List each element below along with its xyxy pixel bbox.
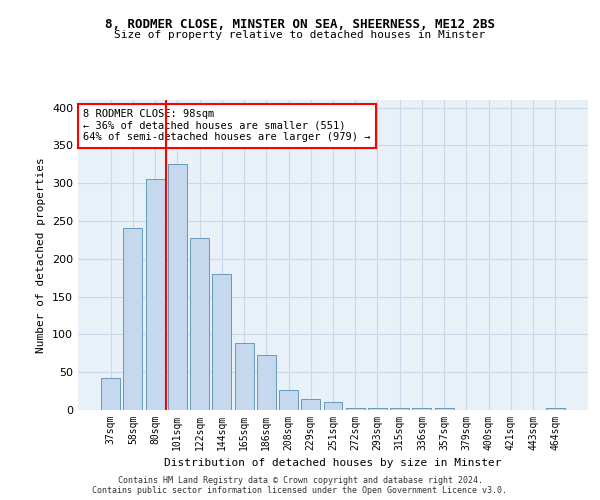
X-axis label: Distribution of detached houses by size in Minster: Distribution of detached houses by size …: [164, 458, 502, 468]
Bar: [323, 402, 343, 410]
Bar: [146, 180, 164, 410]
Bar: [235, 342, 254, 410]
Y-axis label: Number of detached properties: Number of detached properties: [37, 157, 46, 353]
Bar: [435, 408, 454, 410]
Text: Size of property relative to detached houses in Minster: Size of property relative to detached ho…: [115, 30, 485, 40]
Text: 8 RODMER CLOSE: 98sqm
← 36% of detached houses are smaller (551)
64% of semi-det: 8 RODMER CLOSE: 98sqm ← 36% of detached …: [83, 110, 371, 142]
Bar: [124, 228, 142, 410]
Bar: [257, 355, 276, 410]
Text: Contains HM Land Registry data © Crown copyright and database right 2024.
Contai: Contains HM Land Registry data © Crown c…: [92, 476, 508, 495]
Bar: [301, 398, 320, 410]
Bar: [279, 390, 298, 410]
Bar: [368, 408, 387, 410]
Text: 8, RODMER CLOSE, MINSTER ON SEA, SHEERNESS, ME12 2BS: 8, RODMER CLOSE, MINSTER ON SEA, SHEERNE…: [105, 18, 495, 30]
Bar: [346, 408, 365, 410]
Bar: [101, 378, 120, 410]
Bar: [546, 408, 565, 410]
Bar: [168, 164, 187, 410]
Bar: [212, 274, 231, 410]
Bar: [190, 238, 209, 410]
Bar: [412, 408, 431, 410]
Bar: [390, 408, 409, 410]
